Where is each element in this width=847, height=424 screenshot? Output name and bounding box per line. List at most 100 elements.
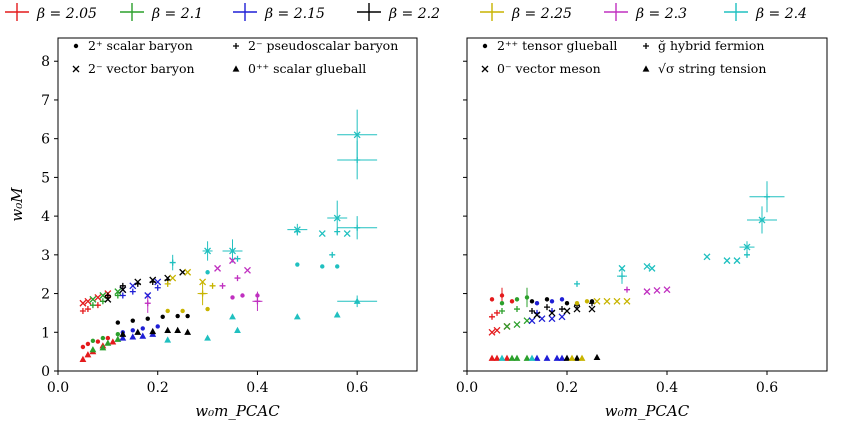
data-point: [343, 230, 351, 238]
data-point-shape: [499, 293, 505, 298]
data-point: [214, 264, 222, 272]
data-point-shape: [758, 216, 766, 224]
data-point: [488, 328, 496, 336]
data-point-shape: [293, 313, 301, 320]
data-point-shape: [499, 307, 505, 314]
data-point-shape: [503, 354, 511, 361]
data-point: [568, 354, 576, 361]
data-point: [619, 273, 625, 280]
beta-legend-entry: β = 2.25: [480, 3, 572, 22]
data-point-shape: [134, 328, 142, 335]
data-point-shape: [624, 286, 630, 293]
data-point-shape: [663, 286, 671, 294]
data-point-shape: [84, 297, 92, 305]
data-point: [84, 306, 91, 313]
y-tick-label: 7: [41, 93, 50, 109]
data-point-shape: [513, 321, 521, 328]
data-point: [240, 293, 245, 298]
data-point: [115, 320, 121, 325]
data-point: [624, 286, 630, 293]
data-point: [104, 292, 111, 299]
data-point-shape: [119, 334, 127, 341]
data-point: [353, 131, 361, 139]
data-point: [494, 309, 500, 316]
data-point: [513, 354, 521, 361]
data-point-shape: [574, 301, 580, 306]
data-point: [129, 333, 137, 340]
data-point-shape: [230, 295, 235, 300]
data-point: [503, 323, 511, 330]
data-point: [295, 262, 300, 267]
data-point-shape: [244, 266, 251, 274]
data-point-shape: [204, 334, 211, 341]
data-point: [744, 251, 750, 258]
data-point: [134, 328, 142, 335]
data-point-shape: [104, 295, 112, 303]
panel-legend-label: ğ hybrid fermion: [658, 38, 764, 53]
data-point: [169, 274, 177, 282]
data-point-shape: [79, 307, 86, 314]
data-point: [563, 354, 571, 361]
data-point-shape: [234, 275, 241, 282]
data-point: [145, 316, 150, 321]
data-point-shape: [84, 351, 92, 358]
x-tick-label: 0.4: [656, 380, 678, 396]
x-tick-label: 0.0: [456, 380, 478, 396]
data-point-shape: [589, 300, 595, 307]
data-point-shape: [493, 326, 501, 334]
data-point: [229, 247, 236, 255]
data-point-shape: [164, 336, 172, 343]
data-point: [154, 278, 162, 286]
data-point-shape: [544, 297, 550, 302]
data-point-shape: [508, 354, 516, 361]
data-point: [499, 301, 505, 306]
data-point-shape: [514, 297, 520, 302]
data-point-shape: [514, 306, 520, 313]
data-point: [114, 288, 122, 296]
data-point-shape: [764, 193, 770, 200]
data-point: [723, 257, 731, 265]
data-point: [205, 270, 210, 275]
data-point: [234, 255, 241, 262]
data-point-shape: [104, 292, 111, 299]
x-tick-label: 0.4: [246, 380, 268, 396]
panel-legend-marker-shape: [232, 65, 240, 72]
data-point-shape: [723, 257, 731, 265]
data-point-shape: [568, 354, 576, 361]
data-point: [354, 156, 361, 163]
data-point-shape: [743, 243, 751, 251]
beta-legend-label: β = 2.25: [511, 6, 572, 22]
data-point: [618, 264, 626, 272]
data-point-shape: [489, 313, 495, 320]
data-point-shape: [488, 354, 496, 361]
x-tick-label: 0.0: [47, 380, 69, 396]
data-point-shape: [79, 355, 87, 362]
panel-legend-marker: [482, 43, 488, 49]
data-point-shape: [240, 293, 245, 298]
axes-frame: [466, 37, 828, 372]
data-point-shape: [99, 298, 106, 305]
data-point: [79, 307, 86, 314]
beta-legend-entry: β = 2.05: [5, 3, 97, 22]
data-point-shape: [353, 131, 361, 139]
data-point: [114, 335, 122, 342]
panel-legend-entry: 2⁻ vector baryon: [72, 61, 195, 76]
data-point-shape: [109, 338, 117, 345]
y-tick-label: 1: [41, 325, 50, 341]
data-point-shape: [578, 354, 586, 361]
panel-legend-entry: 0⁻ vector meson: [481, 61, 601, 76]
data-point: [653, 287, 661, 294]
data-point: [89, 302, 96, 309]
data-point: [79, 355, 87, 362]
data-point: [578, 354, 586, 361]
data-point-shape: [160, 314, 165, 319]
data-point-shape: [523, 354, 531, 361]
data-point: [514, 297, 520, 302]
data-point: [199, 290, 206, 297]
data-point-shape: [99, 292, 107, 299]
data-point: [134, 280, 141, 287]
data-point-shape: [703, 253, 711, 261]
data-point: [499, 293, 505, 298]
data-point: [230, 295, 235, 300]
